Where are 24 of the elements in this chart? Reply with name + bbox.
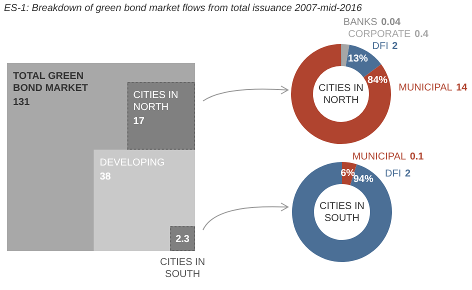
data-label: 2 <box>392 41 398 52</box>
text: CITIES IN SOUTH <box>319 200 365 224</box>
text: CITIES IN NORTH <box>318 82 364 106</box>
data-label: 2.3 <box>176 234 190 245</box>
slice-label: MUNICIPAL <box>398 82 455 94</box>
data-label: 0.1 <box>410 151 424 162</box>
text: 94% <box>353 174 374 186</box>
slice-label: MUNICIPAL <box>352 151 408 162</box>
category-label: TOTAL GREEN BOND MARKET <box>13 70 88 94</box>
slice-label: BANKS <box>343 17 380 28</box>
text: ES-1: Breakdown of green bond market flows from total issuance 2007-mid-2016 <box>4 3 363 14</box>
data-label: 131 <box>13 96 30 108</box>
data-label: 0.04 <box>381 17 402 28</box>
data-label: 17 <box>133 116 145 127</box>
category-label: CITIES IN NORTH <box>133 90 178 113</box>
data-label: 2 <box>404 168 411 180</box>
slice-label: DFI <box>372 41 392 52</box>
text: 84% <box>368 75 388 86</box>
data-label: 14 <box>456 82 468 94</box>
text: 13% <box>348 54 368 65</box>
slice-label: DFI <box>385 168 404 180</box>
slice-label: CORPORATE <box>348 29 414 40</box>
category-label: CITIES IN SOUTH <box>160 256 206 280</box>
data-label: 0.4 <box>414 29 429 40</box>
